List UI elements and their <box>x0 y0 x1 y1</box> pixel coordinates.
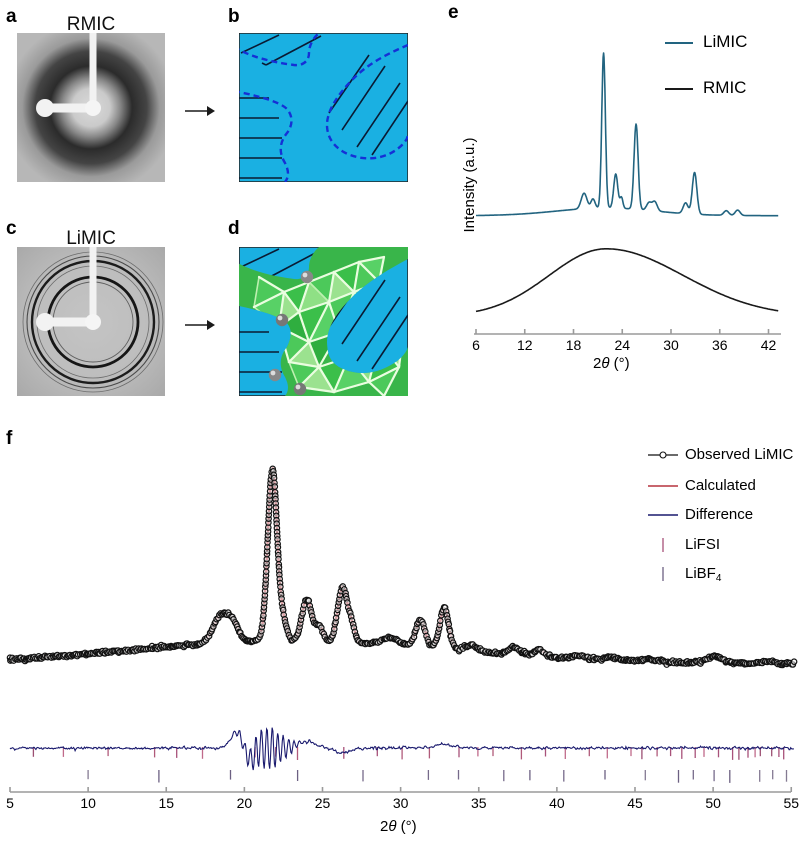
svg-text:12: 12 <box>517 337 533 350</box>
svg-text:6: 6 <box>472 337 480 350</box>
svg-text:35: 35 <box>471 795 487 811</box>
svg-text:42: 42 <box>761 337 777 350</box>
svg-text:40: 40 <box>549 795 565 811</box>
svg-text:30: 30 <box>393 795 409 811</box>
svg-text:20: 20 <box>237 795 253 811</box>
svg-text:Intensity (a.u.): Intensity (a.u.) <box>461 137 478 232</box>
svg-text:45: 45 <box>627 795 643 811</box>
svg-text:55: 55 <box>783 795 799 811</box>
svg-text:15: 15 <box>158 795 174 811</box>
svg-text:36: 36 <box>712 337 728 350</box>
svg-text:5: 5 <box>6 795 14 811</box>
svg-text:10: 10 <box>80 795 96 811</box>
svg-text:50: 50 <box>705 795 721 811</box>
svg-text:18: 18 <box>566 337 582 350</box>
svg-text:25: 25 <box>315 795 331 811</box>
svg-text:30: 30 <box>663 337 679 350</box>
svg-text:24: 24 <box>614 337 630 350</box>
